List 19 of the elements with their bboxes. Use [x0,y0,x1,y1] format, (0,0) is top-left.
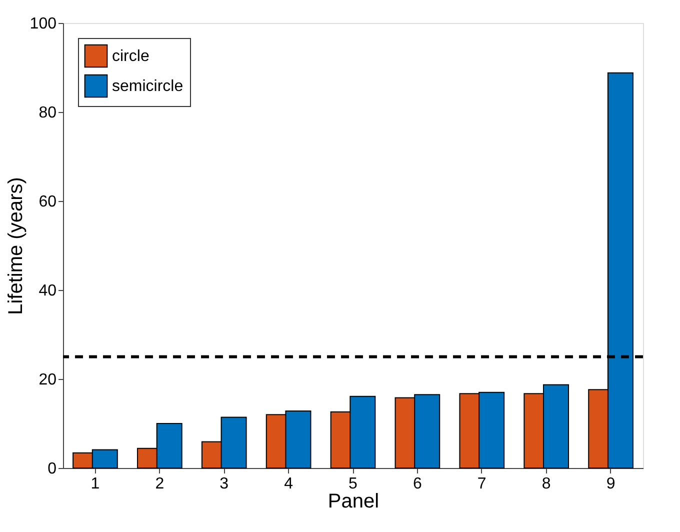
legend-label: semicircle [112,78,184,95]
x-tick-label: 4 [284,476,294,492]
x-tick-label: 3 [220,476,229,492]
y-tick-label: 60 [38,194,57,210]
x-tick-label: 7 [477,476,486,492]
legend-label: circle [112,48,150,65]
y-tick-label: 20 [38,372,57,388]
x-tick-label: 5 [348,476,358,492]
x-tick-label: 9 [606,476,616,492]
y-tick-label: 80 [38,104,57,122]
y-tick-label: 0 [48,460,57,478]
y-axis-title: Lifetime (years) [4,177,27,315]
x-tick-label: 2 [155,476,164,492]
x-tick-label: 8 [542,476,551,492]
y-tick-label: 40 [38,282,57,300]
x-tick-label: 6 [412,476,422,492]
x-tick-label: 1 [90,476,100,492]
x-axis-title: Panel [328,490,380,512]
y-tick-label: 100 [30,16,57,32]
